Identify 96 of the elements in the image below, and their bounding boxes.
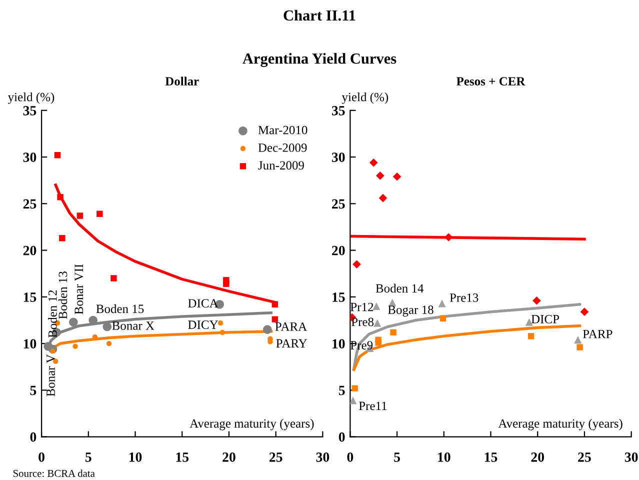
source-note: Source: BCRA data — [13, 470, 95, 477]
point — [574, 336, 582, 344]
point — [50, 348, 56, 354]
point — [352, 260, 361, 268]
chart-title: Pesos + CER — [456, 77, 526, 86]
y-axis-title: yield (%) — [8, 92, 54, 104]
point — [352, 385, 358, 392]
point — [220, 330, 226, 335]
y-tick-label: 30 — [332, 152, 345, 162]
annotation: Pre13 — [450, 294, 478, 302]
y-axis-title: yield (%) — [342, 92, 388, 104]
point — [440, 315, 446, 322]
annotation: Boden 14 — [376, 284, 424, 293]
annotation: Pre9 — [350, 341, 373, 350]
x-tick-label: 15 — [484, 452, 498, 462]
x-tick-label: 20 — [222, 452, 236, 462]
x-tick-label: 10 — [438, 452, 450, 462]
x-axis-title: Average maturity (years) — [498, 418, 622, 430]
y-tick-label: 25 — [23, 199, 36, 209]
point — [102, 322, 112, 332]
chart-title: Dollar — [165, 76, 199, 86]
line-series — [352, 302, 582, 370]
y-tick-label: 20 — [332, 246, 345, 256]
x-tick-label: 25 — [578, 452, 591, 462]
point — [374, 319, 382, 327]
legend-label: Jun-2009 — [258, 161, 304, 170]
text: Argentina Yield Curves — [242, 53, 396, 67]
text: Chart II.11 — [284, 10, 356, 21]
point — [72, 344, 78, 349]
legend-label: Mar-2010 — [258, 126, 308, 134]
point — [218, 320, 224, 326]
annotation: Bonar X — [112, 322, 154, 330]
point — [392, 172, 402, 181]
point — [532, 296, 541, 305]
point — [110, 275, 117, 282]
point — [263, 325, 272, 334]
annotation: Boden 13 — [58, 272, 68, 319]
annotation: Boden 15 — [96, 304, 144, 314]
y-tick-label: 25 — [332, 199, 345, 209]
point — [272, 301, 278, 308]
annotation: Boden 12 — [48, 290, 57, 338]
point — [272, 316, 278, 322]
annotation: DICP — [531, 314, 560, 324]
y-tick-label: 5 — [338, 386, 345, 396]
y-tick-label: 5 — [30, 386, 36, 396]
point — [106, 340, 112, 346]
annotation: DICA — [188, 299, 218, 308]
legend-label: Dec-2009 — [258, 144, 307, 152]
point — [528, 332, 534, 340]
point — [438, 300, 446, 308]
point — [369, 158, 378, 167]
annotation: Pr12 — [350, 302, 374, 312]
x-axis-title: Average maturity (years) — [190, 418, 314, 430]
annotation: Pre11 — [358, 402, 387, 410]
annotation: Bogar 18 — [388, 306, 434, 317]
x-tick-label: 20 — [531, 452, 544, 462]
point — [69, 318, 78, 326]
annotation: Pre8 — [351, 318, 374, 326]
annotation: Bonar VII — [74, 264, 84, 314]
point — [580, 308, 589, 316]
y-tick-label: 0 — [30, 432, 36, 442]
point — [390, 329, 396, 336]
annotation: PARP — [582, 330, 612, 338]
y-tick-label: 35 — [332, 106, 345, 116]
y-tick-label: 10 — [24, 339, 36, 348]
x-tick-label: 30 — [624, 452, 638, 462]
point — [54, 152, 61, 158]
y-tick-label: 30 — [23, 152, 36, 162]
point — [96, 210, 103, 218]
x-tick-label: 25 — [269, 452, 282, 462]
y-tick-label: 0 — [338, 432, 345, 442]
point — [59, 235, 66, 242]
point — [223, 280, 230, 287]
y-tick-label: 15 — [332, 292, 345, 302]
x-tick-label: 5 — [394, 452, 400, 462]
point — [57, 194, 64, 200]
annotation: Bonar V — [46, 354, 56, 396]
x-tick-label: 0 — [38, 452, 44, 462]
y-tick-label: 10 — [332, 339, 345, 348]
annotation: PARY — [276, 339, 308, 348]
point — [76, 212, 84, 219]
y-tick-label: 20 — [23, 246, 36, 256]
x-tick-label: 15 — [176, 452, 189, 462]
annotation: PARA — [275, 322, 308, 331]
x-tick-label: 10 — [129, 452, 142, 462]
point — [350, 396, 357, 404]
point — [375, 340, 382, 346]
point — [576, 344, 583, 350]
y-tick-label: 15 — [24, 292, 36, 302]
x-tick-label: 5 — [85, 452, 92, 462]
x-tick-label: 30 — [316, 452, 330, 462]
point — [376, 172, 384, 180]
annotation: DICY — [188, 320, 218, 329]
point — [378, 194, 388, 202]
x-tick-label: 0 — [347, 452, 354, 462]
y-tick-label: 35 — [23, 106, 36, 116]
